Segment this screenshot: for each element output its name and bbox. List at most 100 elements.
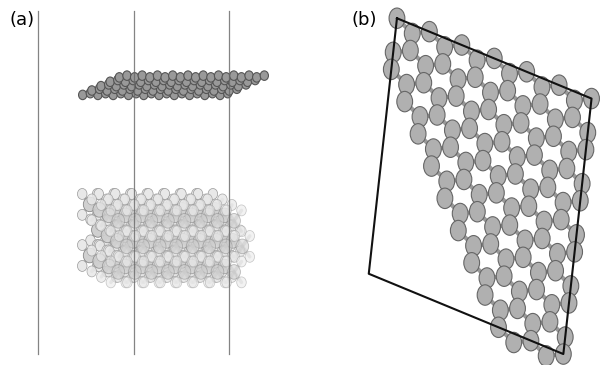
- Circle shape: [222, 256, 232, 267]
- Circle shape: [106, 226, 116, 237]
- Circle shape: [187, 226, 197, 237]
- Circle shape: [523, 179, 539, 199]
- Circle shape: [154, 205, 164, 216]
- Circle shape: [106, 205, 116, 216]
- Circle shape: [145, 241, 154, 251]
- Circle shape: [185, 245, 194, 256]
- Circle shape: [566, 90, 582, 111]
- Circle shape: [214, 71, 223, 80]
- Circle shape: [83, 248, 96, 263]
- Circle shape: [167, 77, 175, 87]
- Circle shape: [158, 81, 166, 91]
- Circle shape: [137, 256, 147, 267]
- Circle shape: [202, 225, 212, 236]
- Circle shape: [572, 191, 588, 211]
- Circle shape: [163, 230, 172, 241]
- Circle shape: [137, 266, 146, 277]
- Circle shape: [179, 199, 189, 210]
- Circle shape: [145, 220, 154, 231]
- Circle shape: [194, 265, 208, 279]
- Circle shape: [550, 243, 565, 264]
- Circle shape: [569, 224, 584, 245]
- Circle shape: [185, 266, 194, 277]
- Circle shape: [193, 234, 206, 248]
- Circle shape: [140, 90, 148, 100]
- Circle shape: [563, 276, 579, 296]
- Circle shape: [182, 77, 191, 87]
- Circle shape: [194, 272, 203, 283]
- Circle shape: [209, 219, 219, 230]
- Circle shape: [147, 88, 155, 98]
- Circle shape: [181, 80, 189, 89]
- Circle shape: [204, 225, 214, 236]
- Circle shape: [201, 266, 211, 277]
- Circle shape: [479, 268, 495, 288]
- Circle shape: [185, 194, 194, 205]
- Circle shape: [113, 220, 122, 231]
- Circle shape: [160, 239, 170, 250]
- Circle shape: [157, 84, 164, 93]
- Circle shape: [226, 219, 235, 230]
- Circle shape: [196, 199, 205, 210]
- Circle shape: [110, 241, 119, 251]
- Circle shape: [104, 266, 113, 277]
- Circle shape: [227, 272, 237, 283]
- Circle shape: [220, 226, 230, 237]
- Circle shape: [214, 230, 223, 241]
- Circle shape: [515, 96, 531, 116]
- Circle shape: [145, 265, 158, 279]
- Circle shape: [233, 84, 241, 93]
- Circle shape: [186, 194, 196, 205]
- Circle shape: [208, 210, 218, 220]
- Circle shape: [201, 215, 211, 226]
- Circle shape: [230, 230, 239, 241]
- Circle shape: [211, 272, 220, 283]
- Circle shape: [504, 198, 520, 218]
- Circle shape: [109, 261, 118, 272]
- Circle shape: [170, 226, 180, 237]
- Circle shape: [142, 188, 151, 199]
- Circle shape: [412, 107, 428, 127]
- Circle shape: [128, 250, 137, 261]
- Circle shape: [176, 210, 186, 220]
- Circle shape: [118, 228, 130, 243]
- Circle shape: [135, 215, 145, 226]
- Circle shape: [161, 214, 174, 228]
- Circle shape: [244, 77, 251, 87]
- Circle shape: [120, 239, 133, 254]
- Circle shape: [94, 188, 104, 199]
- Circle shape: [94, 261, 104, 272]
- Circle shape: [437, 188, 453, 208]
- Circle shape: [161, 250, 170, 261]
- Circle shape: [148, 230, 157, 241]
- Circle shape: [242, 80, 250, 89]
- Circle shape: [220, 239, 232, 254]
- Circle shape: [139, 226, 149, 237]
- Circle shape: [115, 73, 124, 82]
- Circle shape: [178, 272, 187, 283]
- Circle shape: [158, 210, 168, 220]
- Circle shape: [192, 254, 205, 268]
- Circle shape: [110, 84, 119, 93]
- Circle shape: [135, 80, 143, 89]
- Circle shape: [416, 73, 431, 93]
- Circle shape: [127, 239, 137, 250]
- Circle shape: [77, 210, 87, 220]
- Circle shape: [134, 228, 147, 243]
- Circle shape: [217, 235, 226, 246]
- Circle shape: [170, 256, 180, 267]
- Circle shape: [119, 214, 128, 225]
- Circle shape: [163, 251, 172, 262]
- Circle shape: [153, 266, 163, 277]
- Circle shape: [496, 266, 512, 287]
- Circle shape: [155, 90, 163, 100]
- Circle shape: [175, 188, 185, 199]
- Circle shape: [176, 261, 186, 272]
- Circle shape: [146, 220, 155, 231]
- Circle shape: [557, 327, 573, 347]
- Circle shape: [127, 188, 137, 199]
- Circle shape: [155, 277, 165, 288]
- Circle shape: [237, 256, 246, 267]
- Circle shape: [97, 81, 105, 91]
- Circle shape: [149, 86, 157, 95]
